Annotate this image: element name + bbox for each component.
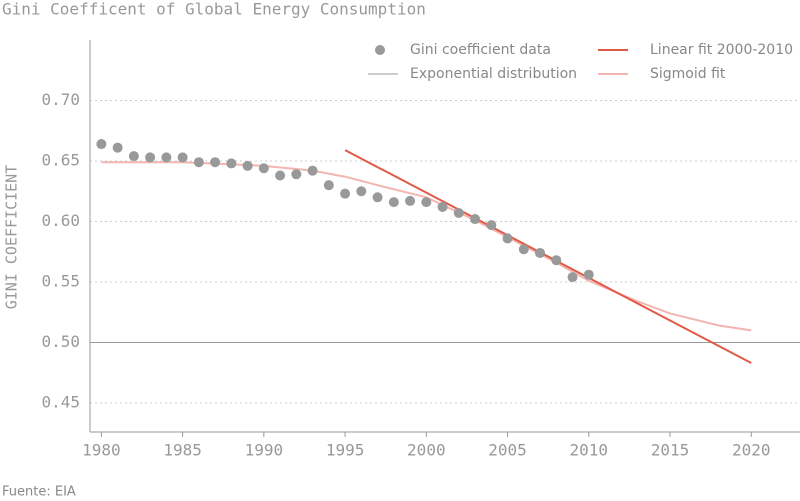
data-point	[258, 163, 269, 174]
x-tick-label: 2020	[732, 441, 771, 460]
data-point	[307, 165, 318, 176]
data-point	[388, 197, 399, 208]
data-point	[567, 272, 578, 283]
chart-title: Gini Coefficent of Global Energy Consump…	[2, 0, 426, 19]
series-line	[344, 149, 752, 364]
data-point	[210, 157, 221, 168]
data-point	[275, 170, 286, 181]
y-tick-label: 0.60	[41, 211, 80, 230]
data-point	[421, 197, 432, 208]
series-line	[101, 161, 752, 332]
data-point	[437, 201, 448, 212]
x-tick-label: 2010	[570, 441, 609, 460]
y-tick-label: 0.70	[41, 90, 80, 109]
data-point	[518, 244, 529, 255]
legend-label: Sigmoid fit	[650, 66, 726, 82]
data-point	[128, 151, 139, 162]
y-tick-label: 0.45	[41, 392, 80, 411]
data-point	[96, 139, 107, 150]
data-point	[161, 152, 172, 163]
x-tick-label: 1990	[245, 441, 284, 460]
data-point	[340, 188, 351, 199]
data-point	[226, 158, 237, 169]
legend-label: Gini coefficient data	[410, 42, 551, 58]
source: Fuente: EIA	[2, 485, 76, 500]
y-tick-label: 0.65	[41, 150, 80, 169]
data-point	[372, 192, 383, 203]
y-axis-label: GINI COEFFICIENT	[3, 165, 21, 310]
data-point	[405, 195, 416, 206]
data-point	[551, 255, 562, 266]
x-tick-label: 2015	[651, 441, 690, 460]
y-tick-label: 0.55	[41, 271, 80, 290]
legend-label: Exponential distribution	[410, 66, 577, 82]
legend-label: Linear fit 2000-2010	[650, 42, 793, 58]
data-point	[356, 186, 367, 197]
x-tick-label: 1980	[82, 441, 121, 460]
data-point	[486, 220, 497, 231]
x-tick-label: 2005	[488, 441, 527, 460]
data-point	[535, 247, 546, 258]
data-point	[177, 152, 188, 163]
data-point	[502, 233, 513, 244]
data-point	[112, 142, 123, 153]
y-tick-label: 0.50	[41, 332, 80, 351]
x-tick-label: 1985	[163, 441, 202, 460]
data-point	[242, 160, 253, 171]
legend-marker	[375, 45, 385, 55]
data-point	[583, 269, 594, 280]
data-point	[470, 214, 481, 225]
data-point	[291, 169, 302, 180]
data-point	[193, 157, 204, 168]
data-point	[453, 208, 464, 219]
data-point	[323, 180, 334, 191]
x-tick-label: 2000	[407, 441, 446, 460]
x-tick-label: 1995	[326, 441, 365, 460]
data-point	[145, 152, 156, 163]
